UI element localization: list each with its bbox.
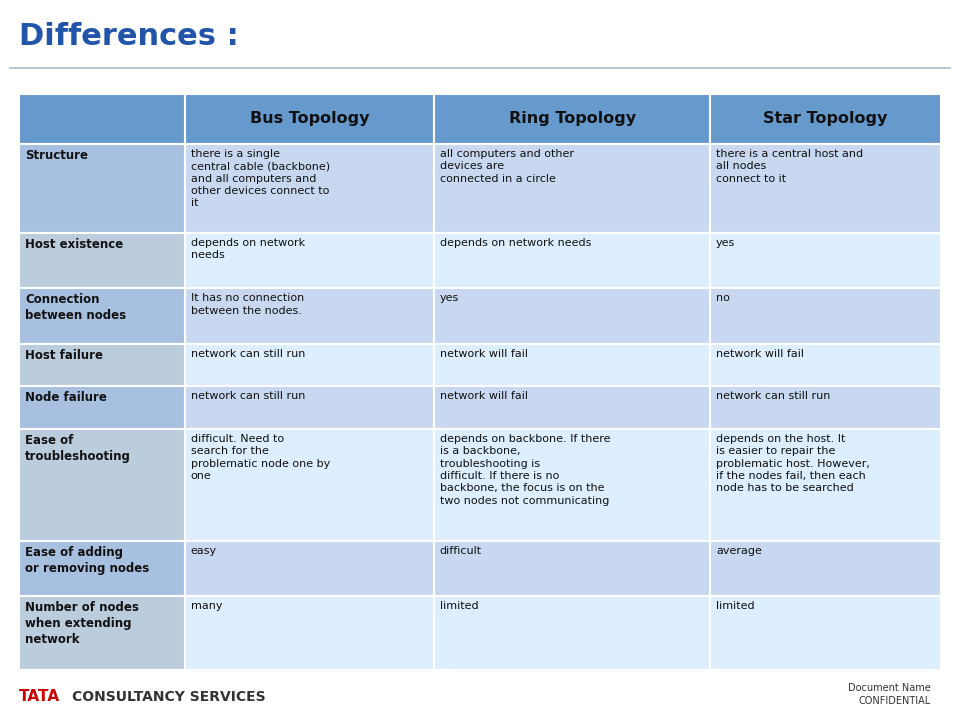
FancyBboxPatch shape <box>434 596 710 670</box>
FancyBboxPatch shape <box>185 288 434 343</box>
Text: difficult: difficult <box>440 546 482 556</box>
Text: easy: easy <box>191 546 217 556</box>
FancyBboxPatch shape <box>185 233 434 288</box>
FancyBboxPatch shape <box>434 233 710 288</box>
Text: network will fail: network will fail <box>440 391 528 401</box>
FancyBboxPatch shape <box>710 428 941 541</box>
Text: there is a single
central cable (backbone)
and all computers and
other devices c: there is a single central cable (backbon… <box>191 149 330 208</box>
Text: limited: limited <box>716 601 755 611</box>
Text: Document Name
CONFIDENTIAL: Document Name CONFIDENTIAL <box>849 683 931 706</box>
FancyBboxPatch shape <box>710 233 941 288</box>
FancyBboxPatch shape <box>185 386 434 428</box>
Text: It has no connection
between the nodes.: It has no connection between the nodes. <box>191 293 304 315</box>
Text: network can still run: network can still run <box>191 348 305 359</box>
FancyBboxPatch shape <box>710 541 941 596</box>
Text: Bus Topology: Bus Topology <box>250 111 370 126</box>
Text: Host existence: Host existence <box>25 238 123 251</box>
Text: network can still run: network can still run <box>716 391 830 401</box>
Text: difficult. Need to
search for the
problematic node one by
one: difficult. Need to search for the proble… <box>191 433 330 481</box>
Text: Structure: Structure <box>25 149 88 162</box>
FancyBboxPatch shape <box>434 343 710 386</box>
FancyBboxPatch shape <box>185 343 434 386</box>
Text: Node failure: Node failure <box>25 391 107 404</box>
Text: Ease of adding
or removing nodes: Ease of adding or removing nodes <box>25 546 149 575</box>
FancyBboxPatch shape <box>185 428 434 541</box>
FancyBboxPatch shape <box>19 144 185 233</box>
Text: average: average <box>716 546 762 556</box>
FancyBboxPatch shape <box>710 386 941 428</box>
Text: network will fail: network will fail <box>716 348 804 359</box>
Text: no: no <box>716 293 730 303</box>
FancyBboxPatch shape <box>185 541 434 596</box>
FancyBboxPatch shape <box>185 94 434 144</box>
Text: depends on network needs: depends on network needs <box>440 238 591 248</box>
FancyBboxPatch shape <box>710 94 941 144</box>
FancyBboxPatch shape <box>185 144 434 233</box>
FancyBboxPatch shape <box>185 596 434 670</box>
Text: Connection
between nodes: Connection between nodes <box>25 293 126 323</box>
Text: network can still run: network can still run <box>191 391 305 401</box>
Text: Number of nodes
when extending
network: Number of nodes when extending network <box>25 601 139 647</box>
FancyBboxPatch shape <box>434 386 710 428</box>
Text: CONSULTANCY SERVICES: CONSULTANCY SERVICES <box>72 690 266 704</box>
FancyBboxPatch shape <box>434 541 710 596</box>
FancyBboxPatch shape <box>710 343 941 386</box>
Text: depends on backbone. If there
is a backbone,
troubleshooting is
difficult. If th: depends on backbone. If there is a backb… <box>440 433 611 505</box>
FancyBboxPatch shape <box>19 233 185 288</box>
Text: depends on network
needs: depends on network needs <box>191 238 305 260</box>
Text: Host failure: Host failure <box>25 348 103 362</box>
FancyBboxPatch shape <box>434 428 710 541</box>
FancyBboxPatch shape <box>19 428 185 541</box>
Text: limited: limited <box>440 601 478 611</box>
FancyBboxPatch shape <box>710 144 941 233</box>
FancyBboxPatch shape <box>434 144 710 233</box>
Text: all computers and other
devices are
connected in a circle: all computers and other devices are conn… <box>440 149 574 184</box>
FancyBboxPatch shape <box>710 596 941 670</box>
FancyBboxPatch shape <box>710 288 941 343</box>
Text: depends on the host. It
is easier to repair the
problematic host. However,
if th: depends on the host. It is easier to rep… <box>716 433 870 493</box>
FancyBboxPatch shape <box>434 94 710 144</box>
FancyBboxPatch shape <box>19 386 185 428</box>
Text: network will fail: network will fail <box>440 348 528 359</box>
Text: many: many <box>191 601 223 611</box>
FancyBboxPatch shape <box>19 288 185 343</box>
Text: yes: yes <box>716 238 735 248</box>
FancyBboxPatch shape <box>434 288 710 343</box>
FancyBboxPatch shape <box>19 94 185 144</box>
Text: yes: yes <box>440 293 459 303</box>
FancyBboxPatch shape <box>19 596 185 670</box>
Text: Ring Topology: Ring Topology <box>509 111 636 126</box>
FancyBboxPatch shape <box>19 343 185 386</box>
Text: TATA: TATA <box>19 690 60 704</box>
Text: Ease of
troubleshooting: Ease of troubleshooting <box>25 433 131 463</box>
Text: there is a central host and
all nodes
connect to it: there is a central host and all nodes co… <box>716 149 863 184</box>
Text: Differences :: Differences : <box>19 22 239 50</box>
Text: Star Topology: Star Topology <box>763 111 888 126</box>
FancyBboxPatch shape <box>19 541 185 596</box>
